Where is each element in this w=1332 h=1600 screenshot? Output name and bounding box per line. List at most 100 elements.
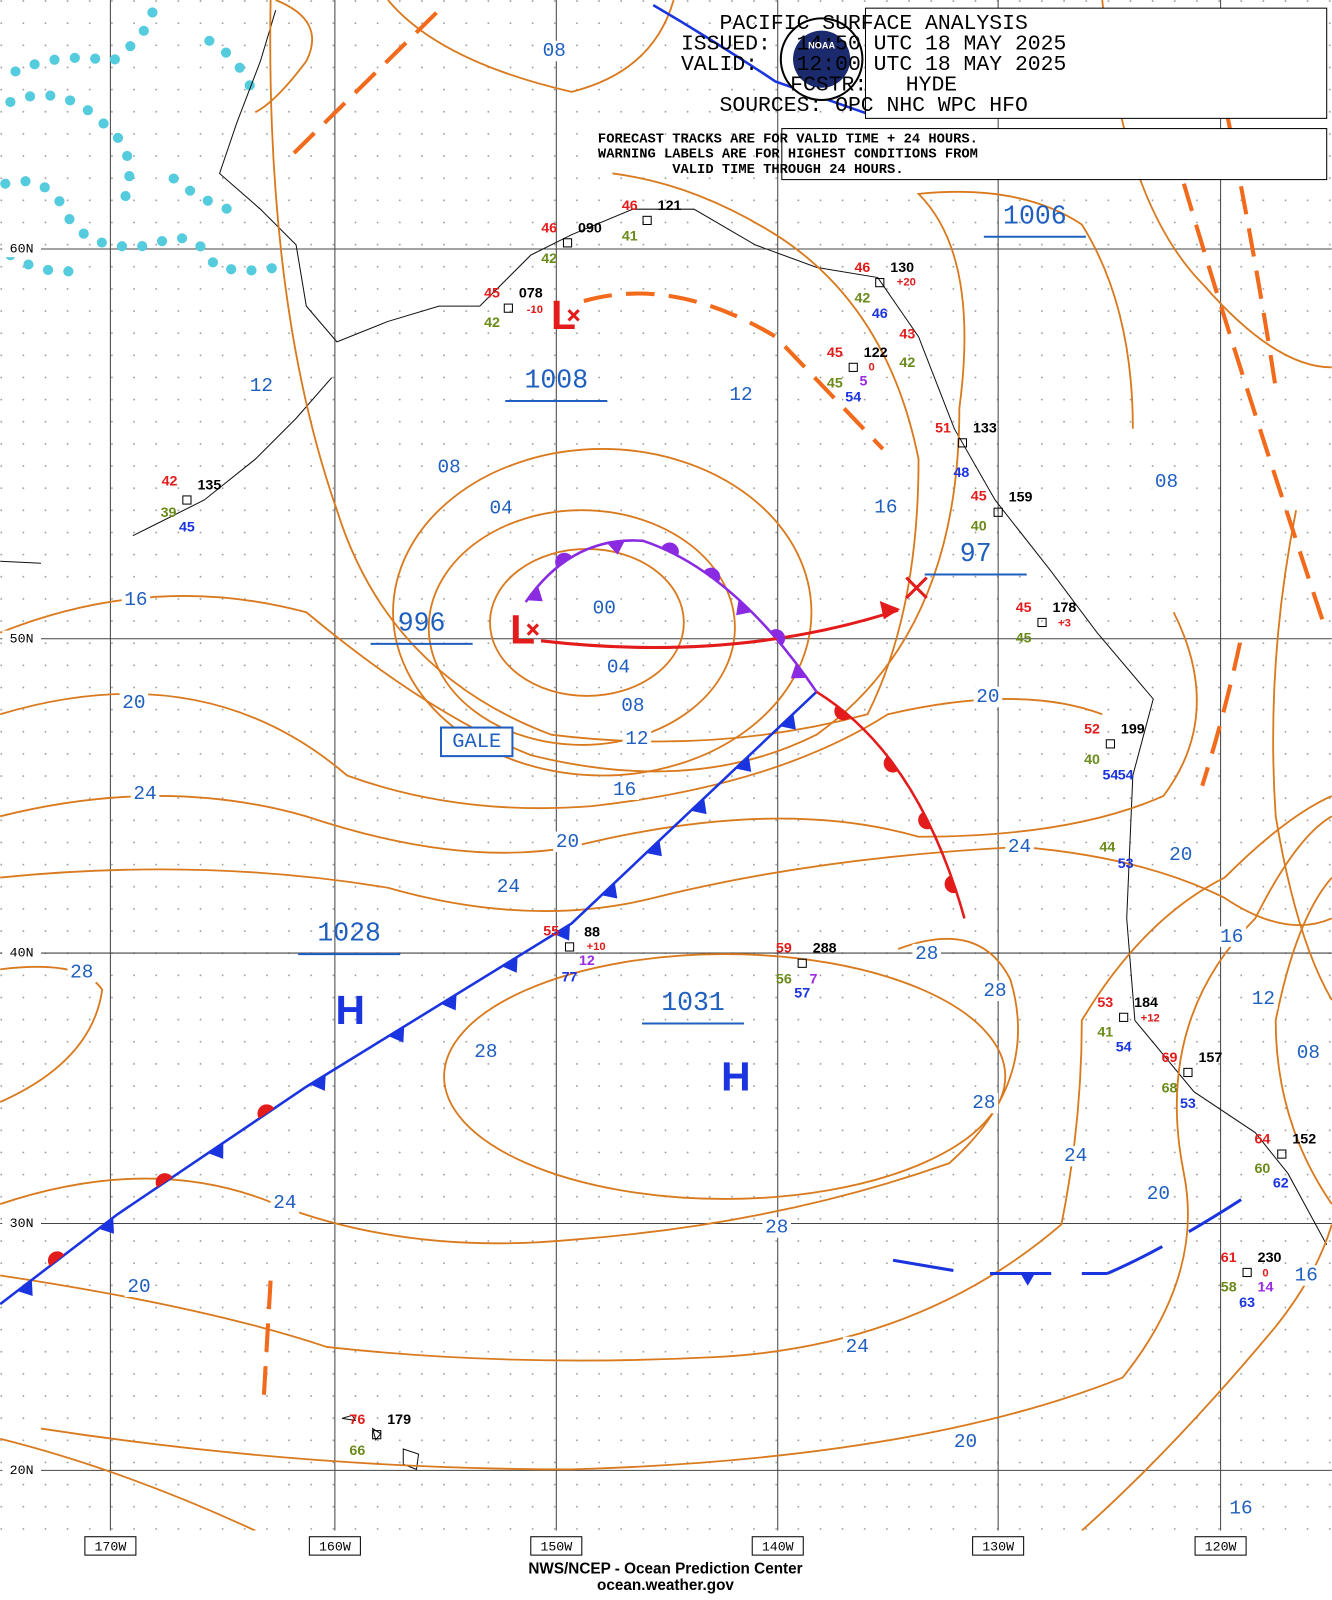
center-x <box>526 623 540 636</box>
station-id: 122 <box>864 345 888 361</box>
isobar-label: 20 <box>122 692 145 714</box>
station-obs: 45 <box>484 286 500 302</box>
isobar-label-bg <box>247 375 276 396</box>
front-symbol <box>554 924 570 941</box>
station-marker <box>1277 1149 1287 1159</box>
isobar-label-bg <box>871 496 901 518</box>
front-symbol <box>310 1074 326 1091</box>
station-obs: 64 <box>1254 1132 1270 1148</box>
sea-ice-edge <box>0 0 291 277</box>
isobar-label-bg <box>434 457 464 478</box>
lon-label: 150W <box>540 1539 572 1554</box>
pressure-center: 1006 <box>1003 201 1067 231</box>
front-symbol <box>1020 1273 1035 1286</box>
isobar-label: 00 <box>593 597 616 619</box>
station-id: 179 <box>387 1412 411 1428</box>
station-marker <box>642 215 652 225</box>
isobar-label-bg <box>539 40 569 62</box>
isobar-label: 20 <box>954 1431 977 1453</box>
isobar-label-bg <box>1005 836 1034 858</box>
station-obs: 69 <box>1162 1050 1178 1066</box>
pressure-center: 1031 <box>661 988 725 1018</box>
front-symbol <box>918 811 932 830</box>
logo-inner <box>793 30 851 88</box>
isobar-label: 28 <box>972 1092 995 1114</box>
lon-label-box <box>972 1536 1025 1556</box>
station-obs: 53 <box>1097 995 1113 1011</box>
isobar-label: 20 <box>1147 1183 1170 1205</box>
front-symbol <box>526 585 543 602</box>
station-id: 178 <box>1053 600 1077 616</box>
note-box <box>781 128 1328 181</box>
isobar-label-bg <box>553 831 582 853</box>
header-line: FCSTR: HYDE <box>790 73 957 97</box>
station-marker <box>564 942 575 952</box>
isobar-label-bg <box>951 1431 980 1453</box>
station-id: 090 <box>578 220 602 236</box>
station-marker <box>503 303 513 313</box>
station-obs: 0 <box>1262 1267 1268 1279</box>
lat-label: 30N <box>10 1216 34 1231</box>
lon-label: 140W <box>762 1539 794 1554</box>
station-obs: 55 <box>543 923 559 939</box>
warning-label: GALE <box>452 731 501 754</box>
front-symbol <box>703 567 721 583</box>
isobar-label: 16 <box>1229 1497 1252 1519</box>
isobar-label: 12 <box>729 384 752 406</box>
note-line: VALID TIME THROUGH 24 HOURS. <box>672 163 903 178</box>
isobar-label-bg <box>494 876 523 897</box>
minor-grid <box>0 0 1332 1531</box>
front-symbol <box>661 542 679 556</box>
forecast-position <box>905 576 928 600</box>
graticule <box>0 0 1332 1531</box>
lat-label-box <box>2 240 41 258</box>
isobar-label: 12 <box>625 728 648 750</box>
lon-label-box <box>530 1536 583 1556</box>
isobar-label: 24 <box>846 1336 869 1358</box>
front-symbols <box>17 540 957 1296</box>
isobar-label-bg <box>1144 1183 1173 1205</box>
station-marker <box>182 495 192 505</box>
front-symbol <box>155 1173 173 1188</box>
isobar-label-bg <box>1166 844 1196 866</box>
station-obs: 43 <box>899 326 915 342</box>
station-obs: 66 <box>349 1443 365 1459</box>
lat-label: 40N <box>10 946 34 961</box>
isobar-label: 16 <box>1295 1265 1318 1287</box>
front-symbol <box>944 875 957 894</box>
footer-area <box>0 1530 1332 1600</box>
pressure-system: H <box>721 1053 750 1099</box>
isobar-label: 08 <box>438 456 461 478</box>
station-obs: 45 <box>179 519 195 535</box>
isobar-label: 28 <box>915 943 938 965</box>
isobar-label: 08 <box>1155 471 1178 493</box>
isobar-label-bg <box>1226 1497 1256 1519</box>
station-obs: 60 <box>1254 1161 1270 1177</box>
front-symbol <box>555 552 572 568</box>
station-obs: 45 <box>1016 600 1032 616</box>
station-obs: 56 <box>776 971 792 987</box>
station-marker <box>562 238 573 248</box>
isobar-label: 20 <box>556 831 579 853</box>
pressure-system: H <box>335 987 364 1033</box>
station-obs: 44 <box>1099 840 1115 856</box>
front-symbol <box>257 1104 275 1119</box>
front-symbol <box>780 713 796 730</box>
isobar-label-bg <box>1217 926 1247 947</box>
isobar-label: 24 <box>1008 836 1031 858</box>
station-obs: 46 <box>622 198 638 214</box>
lat-label: 60N <box>10 241 34 256</box>
station-id: 121 <box>658 198 682 214</box>
station-obs: 61 <box>1221 1250 1237 1266</box>
station-marker <box>1105 739 1115 749</box>
isobar-label-bg <box>67 962 97 983</box>
header-box <box>864 7 1328 119</box>
station-obs: 59 <box>776 941 792 957</box>
lon-label: 130W <box>982 1539 1014 1554</box>
logo-text: NOAA <box>808 40 835 50</box>
station-id: 184 <box>1134 995 1158 1011</box>
isobar-label-bg <box>486 497 516 519</box>
station-obs: 62 <box>1273 1175 1289 1191</box>
station-obs: 42 <box>899 355 915 371</box>
